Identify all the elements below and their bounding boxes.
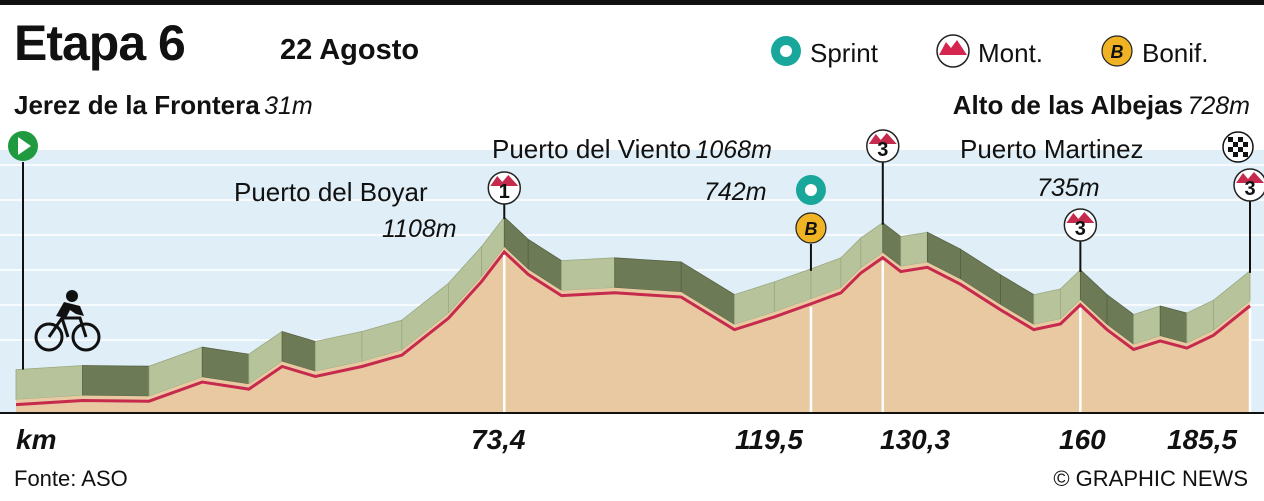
cyclist-frame xyxy=(47,316,88,338)
terrain-slope-segment xyxy=(561,257,616,292)
mountain-icon: 3 xyxy=(1063,208,1098,242)
finish-flag-square xyxy=(1233,142,1238,147)
climb-name-viento: Puerto del Viento xyxy=(492,134,691,164)
top-border xyxy=(0,0,1264,5)
terrain-slope-segment xyxy=(15,365,83,401)
elevation-profile-line xyxy=(15,249,1251,407)
finish-flag-square xyxy=(1228,137,1233,142)
bonus-icon-disc xyxy=(795,212,827,244)
mountain-icon-peak xyxy=(1236,172,1264,183)
climb-alt-martinez: 735m xyxy=(1037,174,1100,202)
legend-bonus-letter: B xyxy=(1111,42,1124,62)
climb-name-boyar: Puerto del Boyar xyxy=(234,177,428,207)
markers: 1 B 3 3 3 B xyxy=(8,34,1264,412)
finish-flag-square xyxy=(1238,147,1243,152)
start-icon-arrow xyxy=(18,137,31,155)
mountain-icon: 1 xyxy=(487,171,522,205)
bonus-icon: B xyxy=(1101,35,1133,67)
finish-flag-square xyxy=(1228,147,1233,152)
terrain-ground-area xyxy=(16,247,1250,412)
stage-title: Etapa 6 xyxy=(14,15,186,71)
finish-altitude: 728m xyxy=(1187,92,1250,120)
terrain-slope-segment xyxy=(614,257,682,293)
mountain-icon-peak xyxy=(1066,212,1095,223)
legend-icons: B xyxy=(771,34,1133,68)
mountain-category: 3 xyxy=(877,139,888,161)
climb-alt-viento: 1068m xyxy=(695,136,772,164)
bonus-letter: B xyxy=(804,219,817,239)
mountain-icon xyxy=(936,34,970,68)
sprint-icon xyxy=(771,36,801,66)
sprint-alt: 742m xyxy=(704,178,767,206)
cyclist-body xyxy=(56,302,84,318)
cyclist-icon xyxy=(34,290,101,352)
start-name: Jerez de la Frontera xyxy=(14,90,260,120)
stage-date: 22 Agosto xyxy=(280,34,420,66)
terrain-slope-segment xyxy=(900,231,928,268)
start-icon xyxy=(8,131,38,161)
cyclist-wheel-front xyxy=(71,322,101,352)
finish-flag-square xyxy=(1233,152,1238,157)
legend-sprint-center xyxy=(780,45,792,57)
terrain-slope-segment xyxy=(82,365,150,397)
mountain-category: 3 xyxy=(1244,178,1255,200)
legend-bonus-label: Bonif. xyxy=(1142,38,1209,68)
mountain-icon-peak xyxy=(490,175,519,186)
finish-flag-square xyxy=(1243,152,1248,157)
legend-mountain-peak xyxy=(939,40,967,55)
sprint-icon-center xyxy=(804,184,817,196)
finish-name: Alto de las Albejas xyxy=(952,90,1183,120)
baseline xyxy=(0,412,1264,414)
climb-alt-boyar: 1108m xyxy=(382,215,457,243)
sprint-icon xyxy=(795,175,826,205)
credit-note: © GRAPHIC NEWS xyxy=(1053,466,1248,491)
axis-unit-label: km xyxy=(16,424,57,455)
start-altitude: 31m xyxy=(264,92,313,120)
bonus-icon: B xyxy=(795,212,827,244)
km-label-0: 73,4 xyxy=(471,424,526,455)
finish-flag-icon xyxy=(1222,131,1254,163)
finish-location: Alto de las Albejas 728m xyxy=(953,90,1250,121)
terrain-slope-segment xyxy=(1033,288,1061,326)
km-label-4: 185,5 xyxy=(1167,424,1238,455)
finish-flag-square xyxy=(1243,142,1248,147)
mountain-category: 1 xyxy=(499,181,510,203)
legend-bonus-disc xyxy=(1101,35,1133,67)
climb-name-martinez: Puerto Martinez xyxy=(960,134,1144,164)
km-label-3: 160 xyxy=(1059,424,1106,455)
mountain-icon-peak xyxy=(868,133,897,144)
finish-flag-square xyxy=(1238,137,1243,142)
legend-sprint-label: Sprint xyxy=(810,38,878,68)
mountain-icon: 3 xyxy=(1233,168,1264,202)
cyclist-head xyxy=(66,290,78,302)
terrain xyxy=(15,215,1251,412)
cyclist-wheel-rear xyxy=(34,322,64,352)
start-location: Jerez de la Frontera 31m xyxy=(14,90,313,121)
mountain-icon: 3 xyxy=(866,129,900,163)
legend-mountain-label: Mont. xyxy=(978,38,1044,68)
source-note: Fonte: ASO xyxy=(14,466,128,491)
mountain-category: 3 xyxy=(1075,218,1086,240)
km-label-2: 130,3 xyxy=(880,424,951,455)
climb-viento: Puerto del Viento 1068m xyxy=(492,134,772,165)
km-label-1: 119,5 xyxy=(735,424,803,455)
